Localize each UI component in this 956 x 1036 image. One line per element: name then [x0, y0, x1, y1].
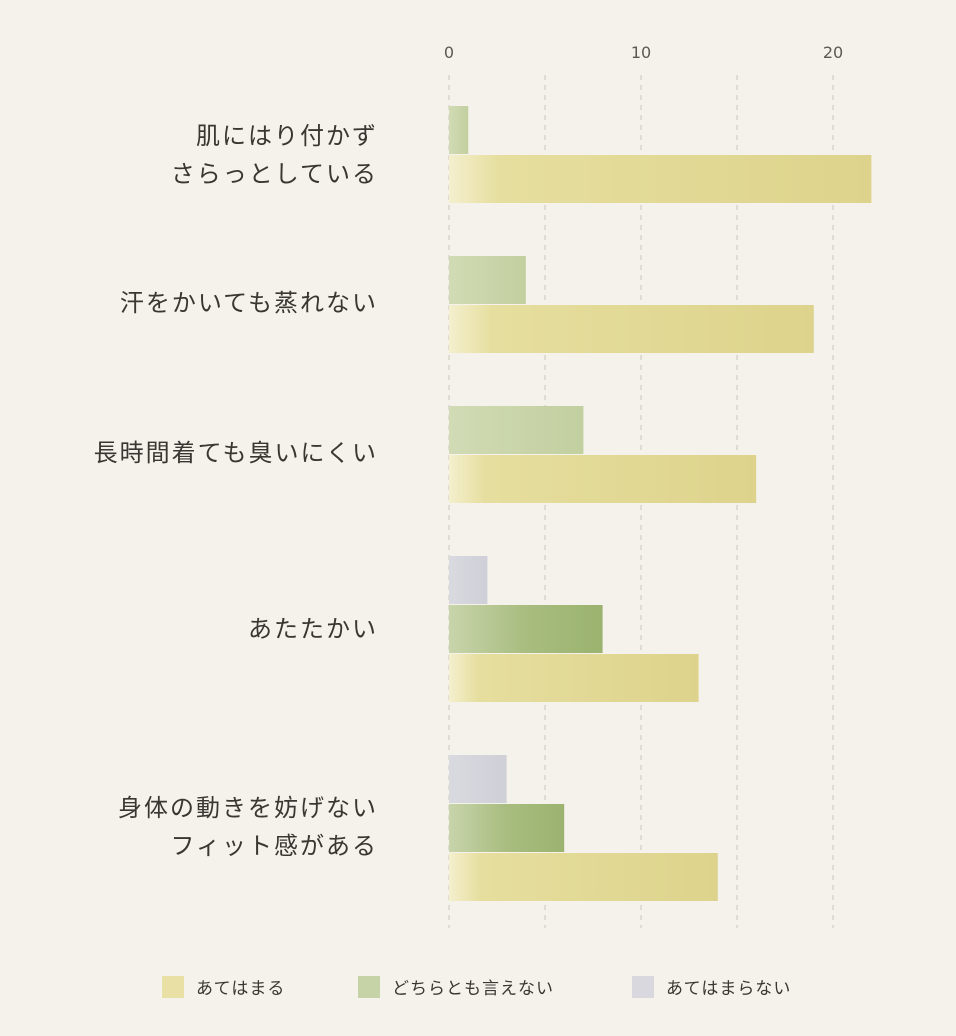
bar: [449, 804, 565, 852]
category-labels: 肌にはり付かずさらっとしている汗をかいても蒸れない長時間着ても臭いにくいあたたか…: [94, 122, 378, 860]
bar: [449, 256, 526, 304]
category-label: フィット感がある: [170, 832, 378, 860]
category-label: 身体の動きを妨げない: [118, 794, 378, 822]
x-tick-label: 0: [444, 43, 454, 62]
bars: [449, 106, 872, 901]
x-axis-ticks: 0 10 20: [444, 43, 843, 62]
category-label: 汗をかいても蒸れない: [120, 289, 378, 317]
bar: [449, 106, 469, 154]
bar: [449, 605, 603, 653]
legend-label: あてはまる: [196, 979, 285, 999]
legend-swatch: [162, 976, 184, 998]
legend-swatch: [632, 976, 654, 998]
bar: [449, 853, 718, 901]
bar: [449, 455, 757, 503]
x-tick-label: 10: [631, 43, 651, 62]
bar: [449, 654, 699, 702]
bar: [449, 155, 872, 203]
legend-label: どちらとも言えない: [392, 979, 554, 999]
category-label: あたたかい: [248, 615, 378, 643]
bar: [449, 755, 507, 803]
category-label: さらっとしている: [171, 160, 378, 188]
bar: [449, 305, 814, 353]
legend-swatch: [358, 976, 380, 998]
x-tick-label: 20: [823, 43, 843, 62]
bar: [449, 556, 488, 604]
category-label: 長時間着ても臭いにくい: [94, 439, 378, 467]
category-label: 肌にはり付かず: [196, 122, 378, 150]
legend: あてはまる どちらとも言えない あてはまらない: [162, 976, 791, 999]
legend-label: あてはまらない: [666, 979, 791, 999]
bar: [449, 406, 584, 454]
